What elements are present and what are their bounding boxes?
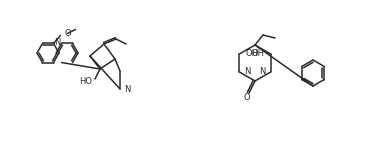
Text: OH: OH <box>246 49 259 58</box>
Text: N: N <box>54 38 60 48</box>
Text: N: N <box>244 68 251 77</box>
Text: OH: OH <box>252 49 265 58</box>
Text: N: N <box>124 85 130 94</box>
Text: O: O <box>244 93 250 103</box>
Text: HO: HO <box>79 78 92 86</box>
Text: N: N <box>259 68 266 77</box>
Text: O: O <box>65 29 71 38</box>
